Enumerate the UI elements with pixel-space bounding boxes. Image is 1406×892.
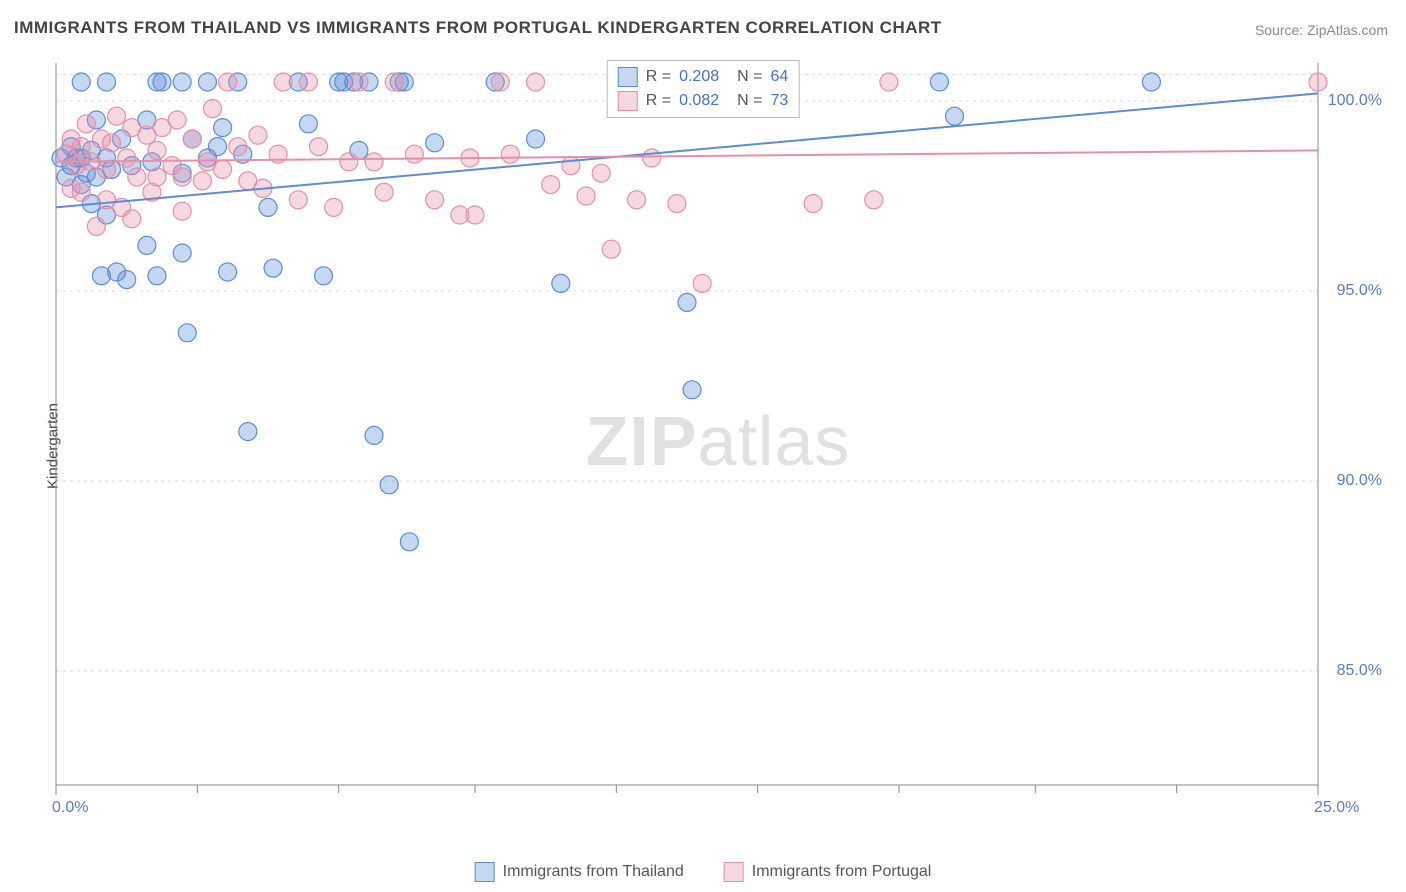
legend-series-label: Immigrants from Portugal	[752, 863, 932, 881]
legend-series-item: Immigrants from Portugal	[724, 862, 932, 882]
legend-n-label: N =	[737, 65, 762, 89]
legend-r-label: R =	[646, 89, 671, 113]
legend-stat-row: R = 0.208 N = 64	[618, 65, 789, 89]
legend-stat-row: R = 0.082 N = 73	[618, 89, 789, 113]
legend-series: Immigrants from Thailand Immigrants from …	[475, 862, 932, 882]
legend-series-item: Immigrants from Thailand	[475, 862, 684, 882]
x-tick-label: 25.0%	[1314, 799, 1359, 817]
y-tick-label: 85.0%	[1337, 662, 1382, 680]
legend-swatch	[618, 91, 638, 111]
chart-title: IMMIGRANTS FROM THAILAND VS IMMIGRANTS F…	[14, 18, 942, 38]
legend-swatch	[618, 67, 638, 87]
legend-swatch	[724, 862, 744, 882]
y-tick-label: 90.0%	[1337, 472, 1382, 490]
legend-r-label: R =	[646, 65, 671, 89]
scatter-plot: ZIPatlas 85.0%90.0%95.0%100.0%0.0%25.0%	[48, 55, 1388, 835]
y-tick-label: 100.0%	[1328, 92, 1382, 110]
legend-r-value: 0.082	[679, 89, 719, 113]
source-label: Source: ZipAtlas.com	[1255, 22, 1388, 38]
legend-n-value: 64	[770, 65, 788, 89]
legend-stats: R = 0.208 N = 64 R = 0.082 N = 73	[607, 60, 800, 118]
y-tick-label: 95.0%	[1337, 282, 1382, 300]
legend-series-label: Immigrants from Thailand	[503, 863, 684, 881]
x-tick-label: 0.0%	[52, 799, 88, 817]
legend-r-value: 0.208	[679, 65, 719, 89]
legend-swatch	[475, 862, 495, 882]
legend-n-value: 73	[770, 89, 788, 113]
legend-n-label: N =	[737, 89, 762, 113]
